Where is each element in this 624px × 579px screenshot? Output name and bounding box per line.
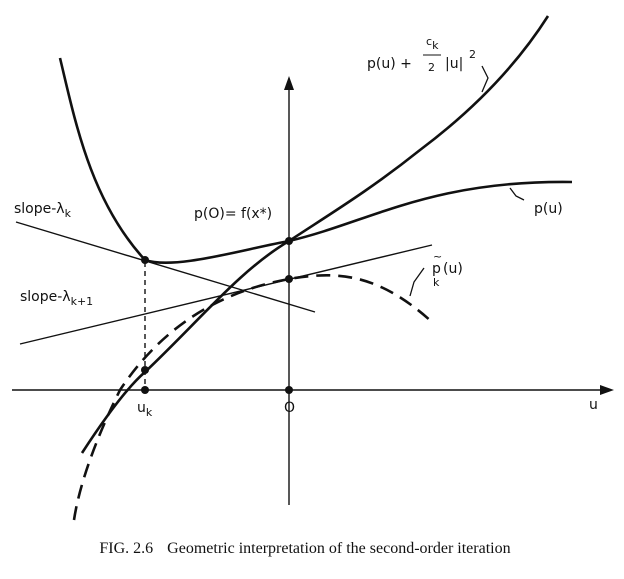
p-leader [509,187,525,201]
slope-lambda-k-line [15,221,316,313]
u-axis-label: u [589,397,598,413]
penalized-curve-label: p(u) + ck 2 |u| 2 [367,35,476,74]
intercept-label: p(O)= f(x*) [194,206,272,222]
penalized-label-den: 2 [428,61,435,74]
intersection-point-left [141,256,149,264]
intercept-point-pk [285,275,293,283]
slope-lambda-k1-line [19,244,433,345]
axes [12,76,614,505]
penalized-label-ck: ck [426,35,439,52]
slope-lambda-k-label: slope-λk [14,201,72,220]
penalized-label-text: p(u) + [367,56,412,72]
approx-label-arg: (u) [443,261,463,277]
axis-point-uk [141,386,149,394]
p-curve-label: p(u) [534,201,563,217]
approx-label-p: p [432,261,441,277]
uk-label: uk [137,400,153,419]
penalized-label-exp: 2 [469,48,476,61]
leaders [409,65,525,297]
figure-caption: FIG. 2.6 Geometric interpretation of the … [0,540,624,558]
points [141,237,293,394]
approx-label-tilde: ~ [433,250,442,263]
caption-text: Geometric interpretation of the second-o… [167,540,511,557]
caption-number: FIG. 2.6 [99,540,154,557]
p-curve [58,57,573,264]
intercept-point-p0 [285,237,293,245]
approx-curve [72,274,433,521]
origin-label: O [284,400,295,416]
axis-point-origin [285,386,293,394]
approx-leader [409,267,425,297]
approx-label-sub: k [433,276,440,289]
u-axis-arrowhead [600,385,614,395]
vertical-axis-arrowhead [284,76,294,90]
penalized-label-norm: |u| [445,56,463,72]
penalized-leader [481,65,489,93]
approx-curve-label: ~ p (u) k [432,250,463,289]
tangent-point-uk [141,366,149,374]
slope-lambda-k1-label: slope-λk+1 [20,289,93,308]
